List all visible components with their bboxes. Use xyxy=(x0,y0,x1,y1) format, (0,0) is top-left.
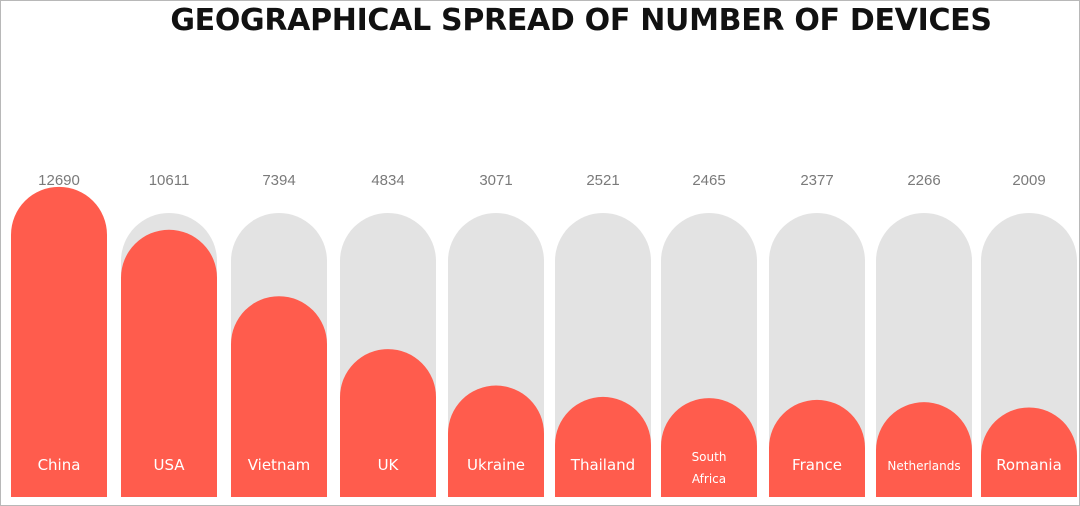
bar-uk xyxy=(340,349,436,497)
category-label-uk: UK xyxy=(378,456,400,474)
bar-netherlands xyxy=(876,402,972,497)
value-label-usa: 10611 xyxy=(149,172,190,189)
category-label-south-africa-1: South xyxy=(692,450,727,464)
bar-usa xyxy=(121,229,217,497)
bar-china xyxy=(11,186,107,497)
bar-south-africa xyxy=(661,398,757,497)
category-label-netherlands: Netherlands xyxy=(887,459,960,473)
value-label-south-africa: 2465 xyxy=(692,172,725,189)
value-label-thailand: 2521 xyxy=(586,172,619,189)
bar-france xyxy=(769,399,865,497)
category-label-romania: Romania xyxy=(996,456,1062,474)
value-label-france: 2377 xyxy=(800,172,833,189)
category-label-ukraine: Ukraine xyxy=(467,456,525,474)
category-label-thailand: Thailand xyxy=(570,456,635,474)
category-label-china: China xyxy=(38,456,81,474)
chart-title: GEOGRAPHICAL SPREAD OF NUMBER OF DEVICES xyxy=(170,3,992,38)
bar-ukraine xyxy=(448,385,544,497)
category-label-vietnam: Vietnam xyxy=(248,456,311,474)
bar-thailand xyxy=(555,396,651,497)
value-label-vietnam: 7394 xyxy=(262,172,295,189)
value-label-ukraine: 3071 xyxy=(479,172,512,189)
value-label-romania: 2009 xyxy=(1012,172,1045,189)
bar-vietnam xyxy=(231,296,327,497)
value-label-netherlands: 2266 xyxy=(907,172,940,189)
category-label-usa: USA xyxy=(153,456,185,474)
value-label-uk: 4834 xyxy=(371,172,404,189)
category-label-france: France xyxy=(792,456,842,474)
value-label-china: 12690 xyxy=(38,172,80,189)
bar-romania xyxy=(981,407,1077,497)
category-label-south-africa-2: Africa xyxy=(692,472,726,486)
